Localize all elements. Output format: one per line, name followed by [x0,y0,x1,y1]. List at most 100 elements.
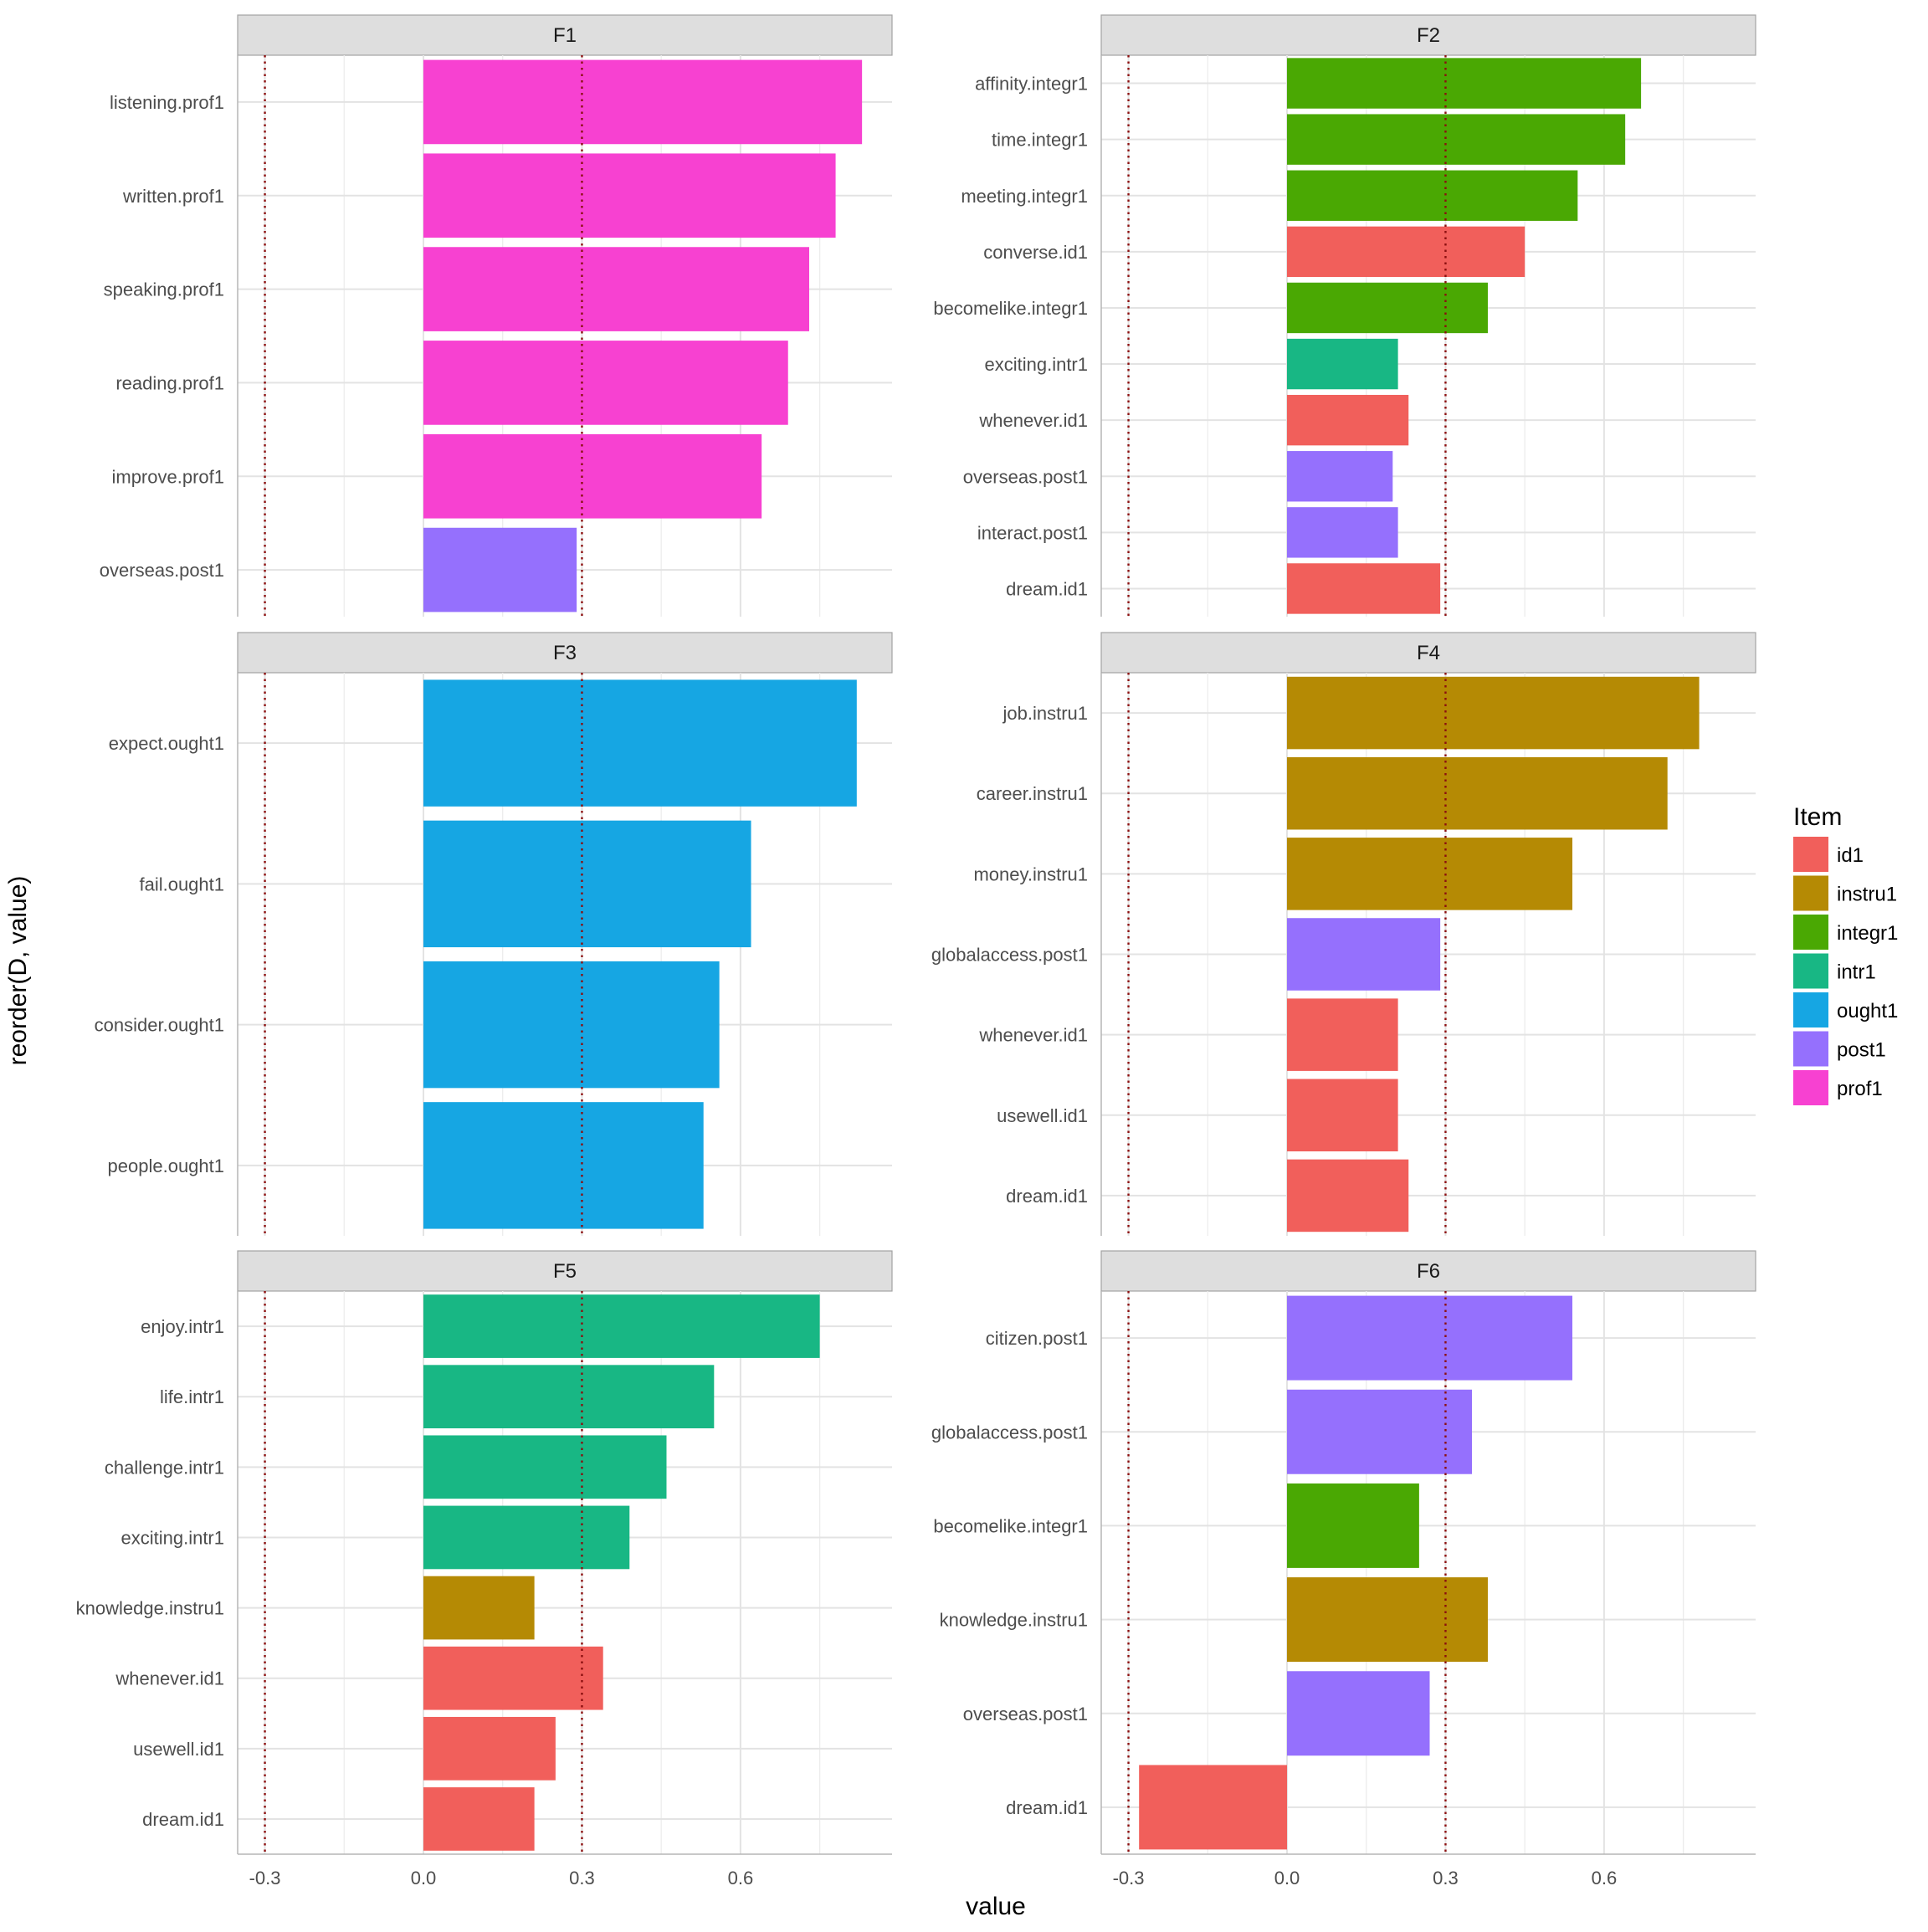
y-tick-label: meeting.integr1 [961,186,1088,207]
bar [1139,1765,1287,1850]
bar [423,1435,667,1499]
y-tick-label: dream.id1 [1006,578,1088,599]
x-tick-label: 0.3 [1433,1868,1459,1888]
x-tick-label: 0.6 [1592,1868,1618,1888]
bar [423,247,809,331]
panel-f6: F6 citizen.post1 globalaccess.post1 becomel… [931,1250,1756,1888]
panel-title: F3 [553,642,577,664]
y-tick-label: reading.prof1 [115,372,224,393]
y-tick-label: exciting.intr1 [984,354,1088,375]
bar [423,820,751,948]
bar [1287,1483,1419,1568]
bar [423,527,577,612]
y-tick-label: expect.ought1 [109,733,224,754]
y-tick-label: whenever.id1 [115,1668,224,1689]
x-tick-label: -0.3 [1113,1868,1145,1888]
panel-strip [237,14,893,56]
bar [1287,282,1488,334]
panel-strip [1100,14,1756,56]
x-tick-label: 0.6 [728,1868,754,1888]
bar [1287,394,1409,446]
panel-f2: F2 affinity.integr1 time.integr1 meeting.in… [933,14,1756,617]
y-tick-label: overseas.post1 [963,1704,1088,1724]
panel-title: F2 [1417,24,1440,47]
y-tick-label: interact.post1 [977,522,1088,543]
bar [423,1646,603,1710]
bar [1287,114,1626,165]
panels: F1 listening.prof1 written.prof1 speaking.p… [76,14,1756,1888]
legend-key [1793,953,1828,989]
y-tick-label: time.integr1 [992,130,1088,151]
bar [423,433,762,519]
bar [423,1102,704,1229]
panel-f1: F1 listening.prof1 written.prof1 speaking.p… [100,14,893,617]
y-tick-label: knowledge.instru1 [76,1598,224,1619]
y-axis-title: reorder(D, value) [4,876,32,1066]
panel-strip [237,1250,893,1292]
panel-title: F4 [1417,642,1440,664]
y-tick-label: challenge.intr1 [105,1457,224,1478]
bar [423,1787,535,1851]
bar [1287,1389,1473,1474]
y-tick-label: job.instru1 [1002,703,1088,724]
y-tick-label: overseas.post1 [963,466,1088,487]
x-axis-title: value [966,1893,1026,1920]
legend: id1 instru1 integr1 intr1 ought1 post1 prof1 [1793,837,1898,1105]
y-tick-label: dream.id1 [142,1809,224,1830]
y-tick-label: dream.id1 [1006,1186,1088,1207]
legend-key [1793,837,1828,872]
y-tick-label: life.intr1 [160,1386,224,1407]
y-tick-label: affinity.integr1 [975,74,1088,95]
bar [423,1716,556,1781]
bar [1287,170,1578,221]
panel-f4: F4 job.instru1 career.instru1 money.instru1… [931,632,1756,1236]
legend-key [1793,915,1828,950]
legend-label: post1 [1837,1039,1886,1062]
y-tick-label: fail.ought1 [139,874,224,894]
bar [1287,1295,1573,1381]
bar [1287,918,1441,991]
y-tick-label: whenever.id1 [978,410,1088,431]
bar [423,679,857,807]
legend-key [1793,992,1828,1027]
panel-f5: F5 enjoy.intr1 life.intr1 challenge.intr1 ex… [76,1250,893,1888]
y-tick-label: converse.id1 [983,242,1088,263]
legend-label: intr1 [1837,961,1876,984]
bar [1287,1577,1488,1663]
panel-title: F5 [553,1260,577,1283]
legend-key [1793,1070,1828,1105]
panel-strip [1100,632,1756,674]
y-tick-label: listening.prof1 [110,92,224,113]
legend-title: Item [1793,803,1842,831]
bar [1287,838,1573,910]
x-tick-label: 0.0 [411,1868,437,1888]
bar [423,59,863,145]
y-tick-label: dream.id1 [1006,1797,1088,1818]
y-tick-label: whenever.id1 [978,1025,1088,1046]
y-tick-label: overseas.post1 [100,560,224,581]
legend-label: integr1 [1837,922,1898,945]
bar [1287,756,1668,830]
bar [1287,507,1398,558]
panel-strip [237,632,893,674]
y-tick-label: people.ought1 [108,1156,224,1176]
legend-label: instru1 [1837,884,1897,906]
bar [1287,998,1398,1071]
bar [1287,676,1700,750]
y-tick-label: speaking.prof1 [104,279,224,300]
x-tick-label: 0.0 [1274,1868,1300,1888]
legend-key [1793,1031,1828,1067]
y-tick-label: globalaccess.post1 [931,1422,1088,1443]
y-tick-label: written.prof1 [122,186,224,207]
bar [423,1365,715,1429]
legend-label: prof1 [1837,1078,1883,1100]
legend-key [1793,875,1828,911]
bar [1287,1671,1430,1756]
bar [423,341,788,425]
panel-strip [1100,1250,1756,1292]
y-tick-label: exciting.intr1 [120,1527,224,1548]
y-tick-label: knowledge.instru1 [940,1610,1088,1631]
bar [1287,1079,1398,1152]
y-tick-label: money.instru1 [973,864,1088,884]
y-tick-label: improve.prof1 [111,466,224,487]
